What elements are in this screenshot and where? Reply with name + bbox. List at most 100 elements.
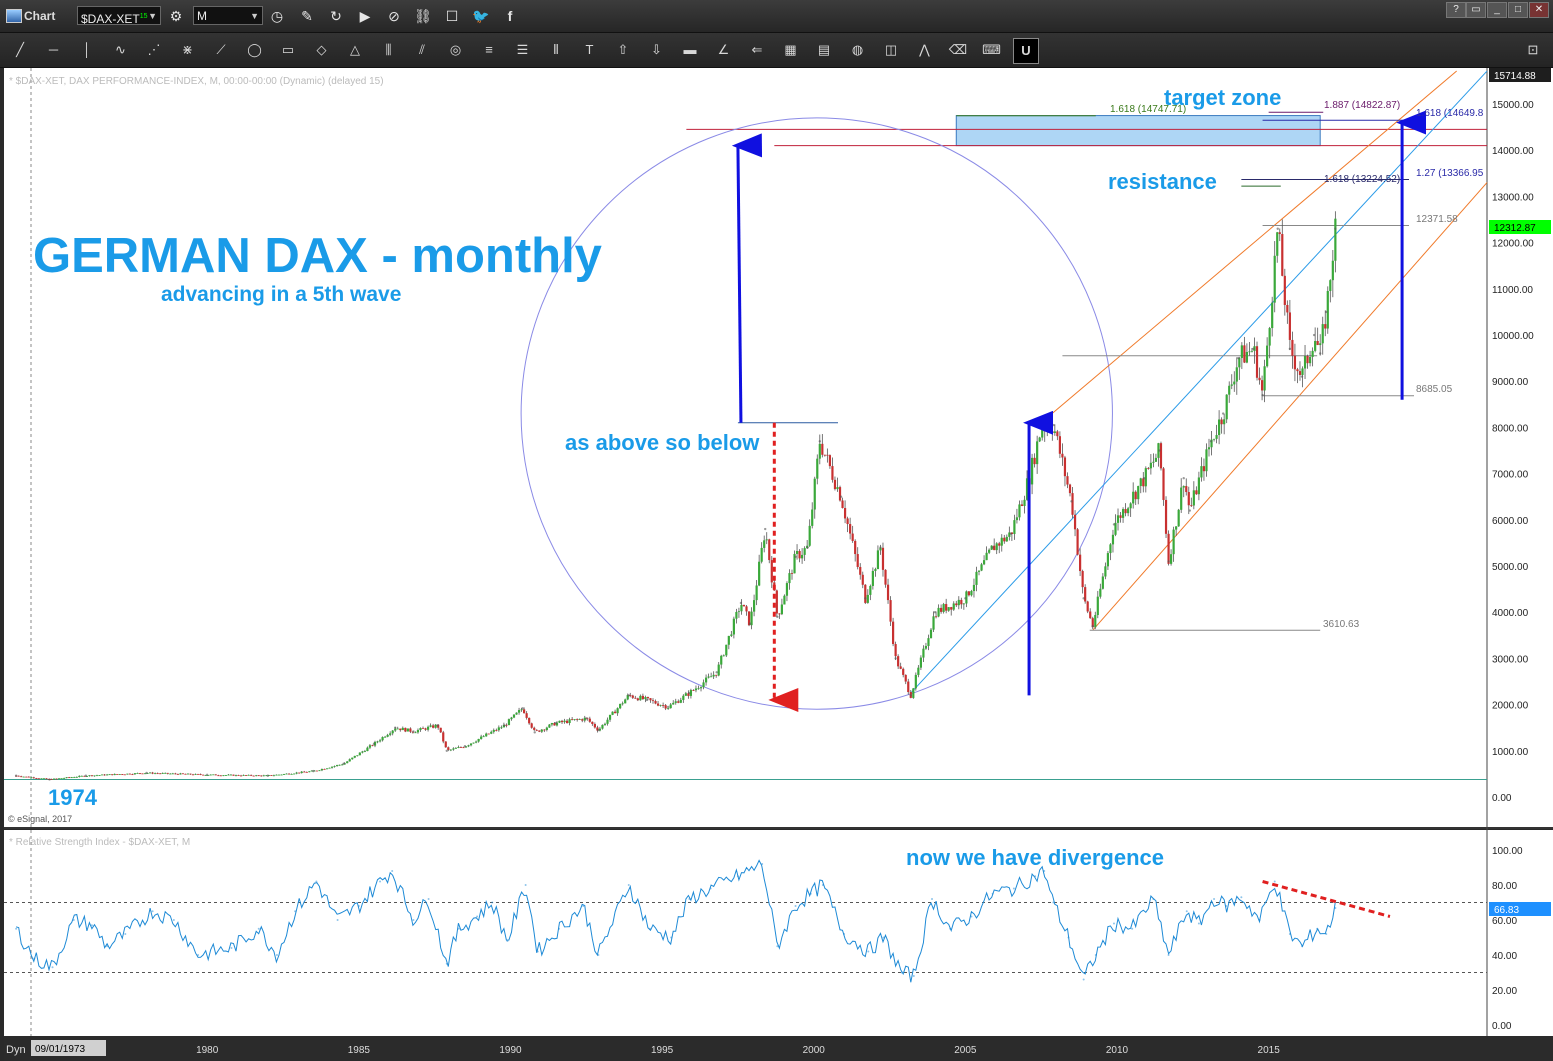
as-above-label[interactable]: as above so below [565,430,760,455]
fib-extension-icon[interactable]: ☰ [516,42,529,57]
as-above-circle[interactable] [520,117,1113,710]
refresh-icon[interactable]: ↻ [330,8,342,24]
fan-icon[interactable]: ⋰ [147,42,161,57]
play-icon[interactable]: ▶ [359,8,371,24]
price-candle [459,747,463,748]
fib-time-icon[interactable]: ⫴ [553,42,559,57]
price-candle [1182,486,1185,488]
measured-move-arrow[interactable] [731,133,763,423]
symbol-input[interactable]: $DAX-XET15 ▼ [77,6,161,26]
price-candle [710,676,713,678]
gann-icon[interactable]: ⋇ [182,42,193,57]
link-icon[interactable]: ⛓ [414,8,432,24]
triangle-icon[interactable]: △ [350,42,360,57]
price-candle [1116,515,1120,523]
year-label[interactable]: 1974 [48,785,98,810]
price-candle [760,547,763,562]
minimize-button[interactable]: _ [1487,2,1507,18]
angle-icon[interactable]: ∠ [717,42,730,57]
text-icon[interactable]: T [585,42,594,57]
horizontal-line-icon[interactable]: ─ [48,42,59,57]
price-candle [899,666,902,669]
interval-input[interactable]: M ▼ [193,6,263,25]
channel-upper-line[interactable] [1040,70,1457,424]
arrow-up-icon[interactable]: ⇧ [617,42,629,57]
time-tick-label: 1980 [196,1045,219,1056]
restore-button[interactable]: □ [1508,2,1528,18]
pattern-icon[interactable]: ◍ [851,42,864,57]
clock-icon[interactable]: ◷ [270,8,284,24]
chart-subtitle[interactable]: advancing in a 5th wave [161,283,401,306]
price-candle [854,540,857,555]
circle-target-icon[interactable]: ◎ [449,42,462,57]
rectangle-icon[interactable]: ▭ [281,42,295,57]
help-button[interactable]: ? [1446,2,1466,18]
price-candle [669,704,672,709]
eraser-icon[interactable]: ⌫ [948,42,968,57]
price-candle [52,778,56,780]
bar-icon[interactable]: ▬ [683,42,697,57]
price-candle [295,772,298,774]
settings-icon[interactable]: ⚙ [169,8,183,24]
chevron-down-icon[interactable]: ▼ [250,11,259,21]
arrow-left-icon[interactable]: ⇐ [751,42,763,57]
magnet-icon[interactable]: U [1013,38,1039,64]
price-candle [310,770,313,772]
ellipse-icon[interactable]: ◯ [247,42,262,57]
speed-lines-icon[interactable]: ⟋ [216,42,226,57]
vertical-line-icon[interactable]: │ [82,42,92,57]
arrow-down-icon[interactable]: ⇩ [651,42,662,57]
zigzag-icon[interactable]: ⋀ [919,42,930,57]
time-axis[interactable] [4,1036,1553,1061]
price-candle [184,773,187,775]
rsi-point [357,905,360,907]
pti-icon[interactable]: ◫ [884,42,898,57]
price-candle [404,727,407,732]
price-candle [378,740,382,742]
wave-icon[interactable]: ∿ [115,42,126,57]
target-zone-label[interactable]: target zone [1164,85,1281,110]
line-tool-icon[interactable]: ╱ [16,42,24,57]
price-candle [214,774,217,776]
price-candle [838,487,842,501]
price-axis-panel[interactable] [1487,68,1553,827]
price-candle [583,717,586,721]
price-candle [156,773,159,775]
price-candle [808,525,811,546]
divergence-label[interactable]: now we have divergence [906,845,1164,870]
keyboard-icon[interactable]: ⌨ [982,42,1001,57]
twitter-icon[interactable]: 🐦 [472,8,490,24]
fib-retracement-icon[interactable]: ≡ [485,42,493,57]
comment-icon[interactable]: ☐ [445,8,459,24]
channel-icon[interactable]: ⫽ [419,42,425,57]
chart-title[interactable]: GERMAN DAX - monthly [33,229,602,283]
dyn-mode-label[interactable]: Dyn [6,1044,26,1056]
pin-button[interactable]: ▭ [1466,2,1486,18]
divergence-line[interactable] [1262,880,1391,918]
facebook-icon[interactable]: f [507,8,513,24]
resistance-label[interactable]: resistance [1108,169,1217,194]
rsi-axis-panel[interactable] [1487,830,1553,1036]
chevron-down-icon[interactable]: ▼ [148,11,157,21]
search-reset-icon[interactable]: ⊘ [388,8,400,24]
moe-icon[interactable]: ▤ [817,42,831,57]
price-candle [98,775,101,776]
grid-icon[interactable]: ▦ [784,42,797,57]
last-price-value: 12312.87 [1494,223,1536,234]
close-button[interactable]: ✕ [1529,2,1549,18]
expand-icon[interactable]: ⊡ [1527,42,1539,57]
price-point [14,774,18,777]
diamond-icon[interactable]: ◇ [316,42,327,57]
target-zone-box[interactable] [955,115,1321,147]
pencil-icon[interactable]: ✎ [301,8,313,24]
price-candle [1071,493,1074,515]
price-point [1261,393,1264,397]
price-candle [980,564,983,571]
price-candle [434,724,437,728]
price-point [1221,412,1225,415]
channel-lower-line[interactable] [1092,182,1488,631]
rsi-line[interactable] [15,859,1336,983]
cycles-icon[interactable]: ⫼ [385,42,392,57]
rsi-panel[interactable] [4,830,1487,1036]
trend-channel-line[interactable] [910,70,1488,694]
